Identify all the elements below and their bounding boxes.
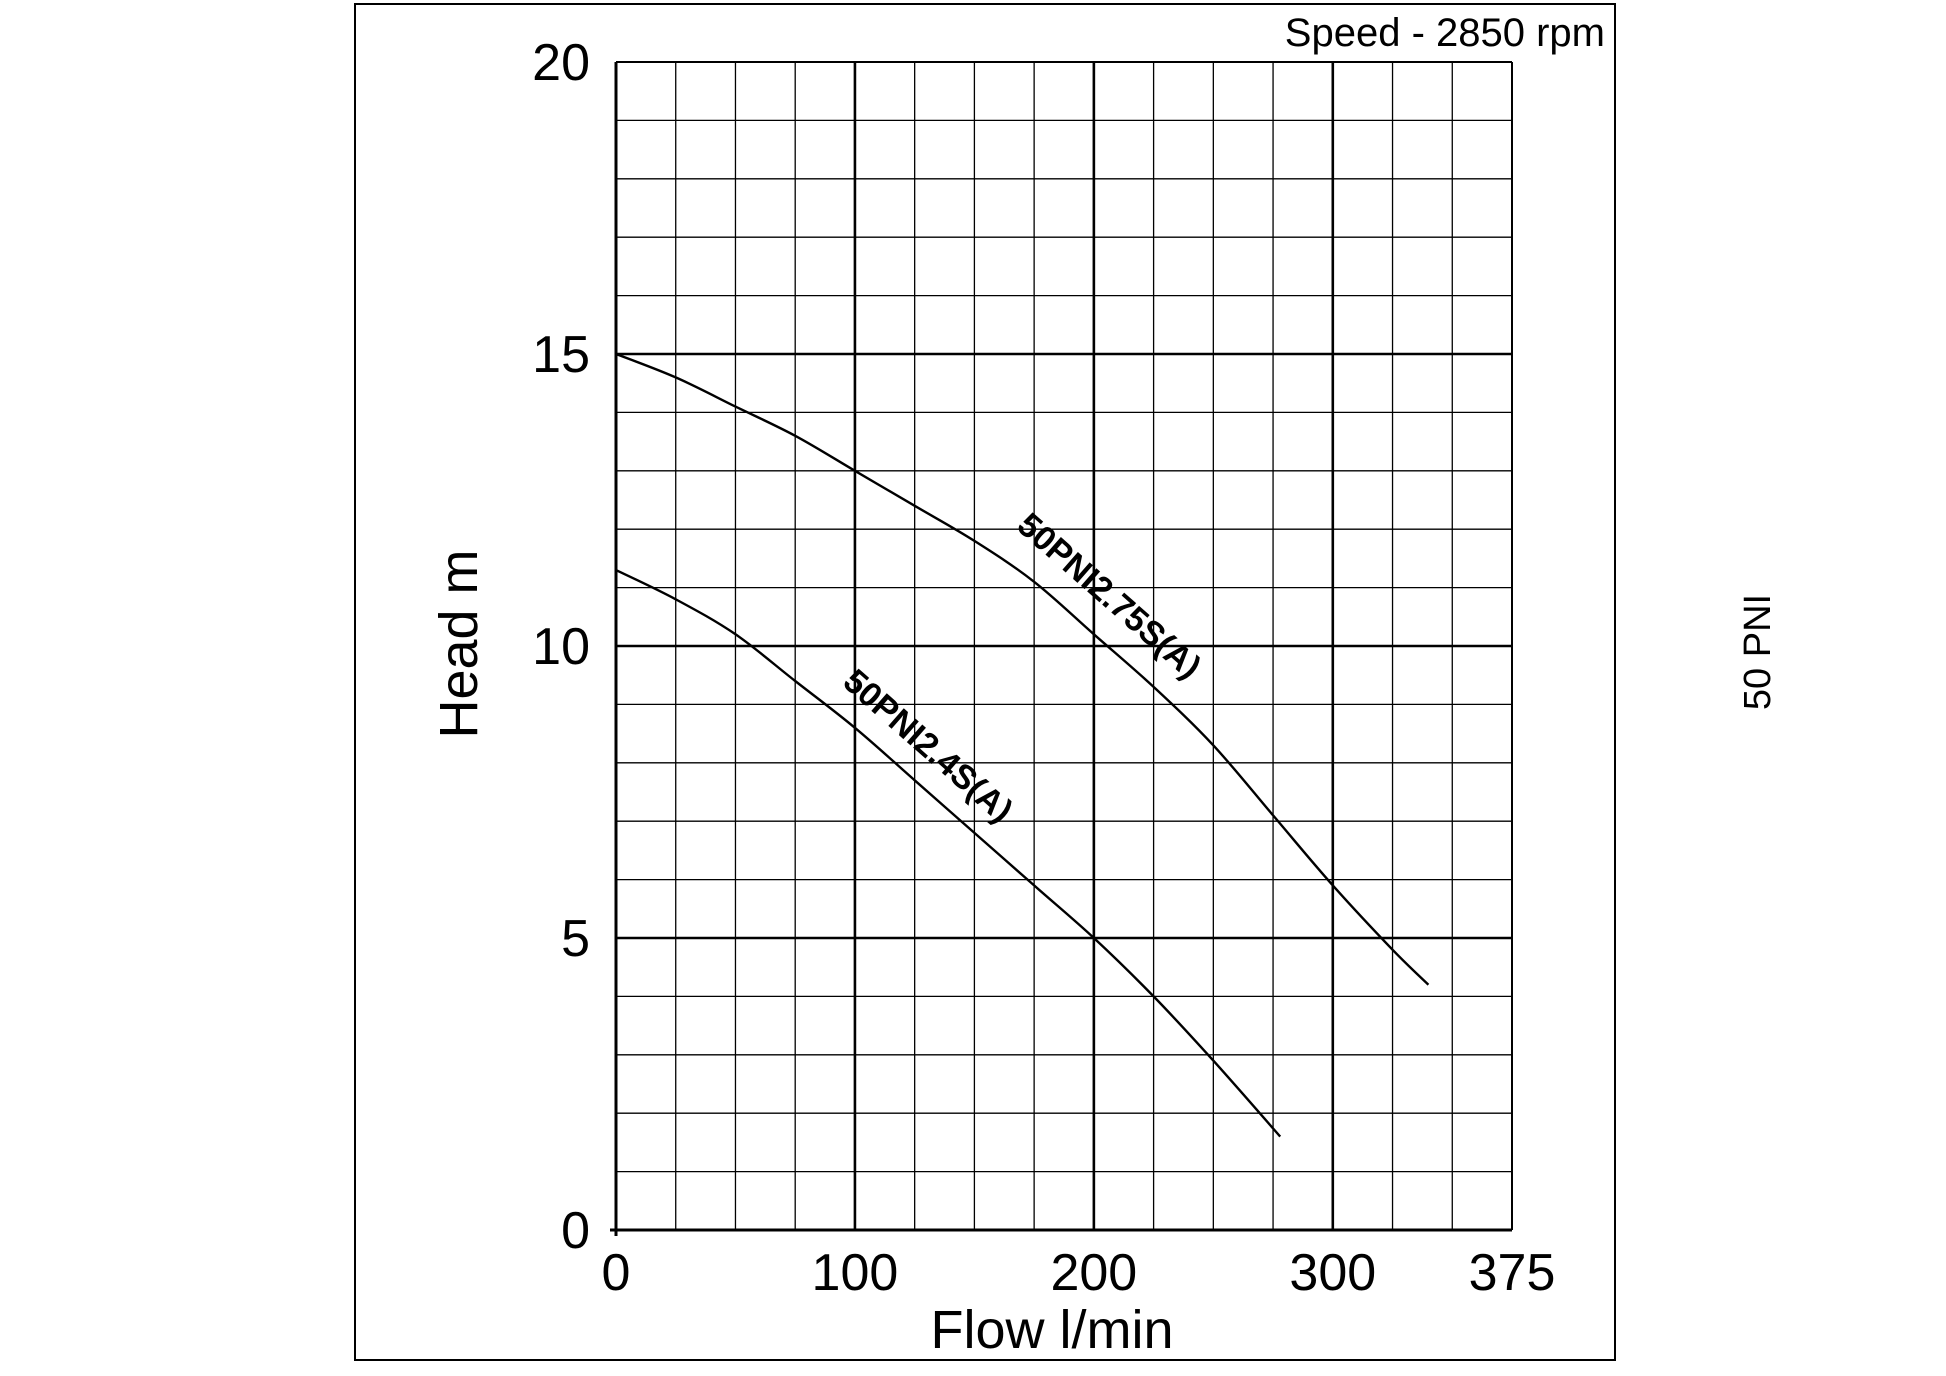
grid-major (616, 62, 1512, 1230)
x-tick-labels: 0 100 200 300 375 (602, 1244, 1556, 1302)
curves (615, 352, 1430, 1138)
axes (610, 61, 1513, 1236)
y-axis-title: Head m (429, 549, 489, 738)
y-tick-labels: 0 5 10 15 20 (532, 34, 590, 1260)
curve-labels: 50PNI2.4S(A)50PNI2.75S(A) (836, 506, 1208, 830)
curve-label: 50PNI2.75S(A) (1010, 506, 1208, 687)
speed-label: Speed - 2850 rpm (1285, 11, 1605, 55)
x-tick-label: 0 (602, 1244, 631, 1302)
side-label: 50 PNI (1737, 594, 1779, 710)
chart-frame (354, 3, 1616, 1361)
curve-line (615, 569, 1282, 1138)
y-tick-label: 10 (532, 618, 590, 676)
y-tick-label: 20 (532, 34, 590, 92)
y-tick-label: 15 (532, 326, 590, 384)
x-axis-title: Flow l/min (930, 1300, 1173, 1360)
x-tick-label: 300 (1289, 1244, 1376, 1302)
x-tick-label: 100 (812, 1244, 899, 1302)
y-tick-label: 0 (561, 1202, 590, 1260)
x-tick-label: 200 (1050, 1244, 1137, 1302)
curve-line (615, 352, 1430, 986)
x-tick-label: 375 (1469, 1244, 1556, 1302)
y-tick-label: 5 (561, 910, 590, 968)
curve-label: 50PNI2.4S(A) (836, 662, 1020, 830)
